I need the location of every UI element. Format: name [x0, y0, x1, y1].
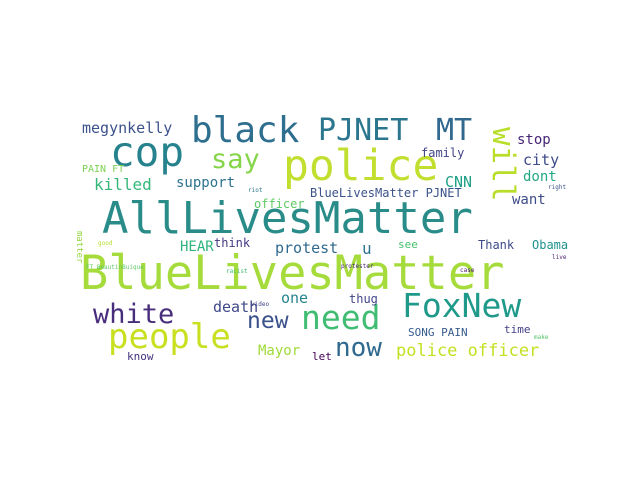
word: white — [93, 299, 175, 330]
word: police officer — [396, 341, 540, 361]
word: time — [504, 323, 531, 336]
word: thug — [349, 292, 378, 306]
word: officer — [254, 197, 305, 211]
word: police — [283, 141, 439, 191]
word: PJNET — [318, 113, 409, 148]
word: know — [127, 350, 154, 363]
word: live — [552, 254, 567, 261]
word: u — [362, 239, 372, 258]
word: black — [191, 110, 300, 151]
word-cloud: AllLivesMatter BlueLivesMatter police Fo… — [74, 105, 576, 375]
word: SONG PAIN — [408, 326, 468, 339]
word: Mayor — [258, 343, 301, 359]
word: need — [301, 298, 381, 337]
word: let — [312, 350, 332, 363]
word: FT BeautinBuique — [86, 264, 144, 271]
word: riot — [248, 187, 263, 194]
word: people — [108, 317, 231, 357]
word: protester — [341, 263, 374, 270]
word: city — [523, 151, 560, 169]
word: case — [460, 267, 475, 274]
word: want — [512, 192, 546, 208]
word: right — [548, 184, 567, 191]
word: AllLivesMatter — [102, 193, 473, 244]
word: matter — [74, 231, 84, 264]
word: FoxNew — [402, 286, 522, 325]
word: BlueLivesMatter — [80, 246, 505, 301]
word: new — [247, 308, 289, 334]
word: Thank — [478, 238, 515, 252]
word: Obama — [532, 238, 569, 252]
word: cop — [110, 128, 185, 176]
word: will — [485, 127, 521, 202]
word: MT — [436, 113, 473, 148]
word: support — [176, 175, 236, 191]
word: protest — [275, 239, 339, 257]
word: good — [98, 240, 113, 247]
word: PAIN FT — [82, 164, 125, 175]
word: death — [213, 298, 259, 316]
word: see — [398, 238, 418, 251]
word: dont — [523, 169, 557, 185]
word: make — [534, 334, 549, 341]
word: stop — [517, 132, 551, 148]
word: killed — [94, 175, 152, 194]
word: HEAR — [180, 239, 214, 255]
word: megynkelly — [82, 119, 173, 137]
word: now — [335, 333, 382, 363]
word: think — [214, 236, 251, 250]
word: one — [281, 289, 309, 307]
word: BlueLivesMatter PJNET — [310, 186, 462, 200]
word: racist — [226, 268, 248, 275]
word: say — [211, 144, 260, 175]
word: CNN — [445, 173, 473, 191]
word: family — [421, 146, 465, 160]
word: video — [251, 301, 270, 308]
